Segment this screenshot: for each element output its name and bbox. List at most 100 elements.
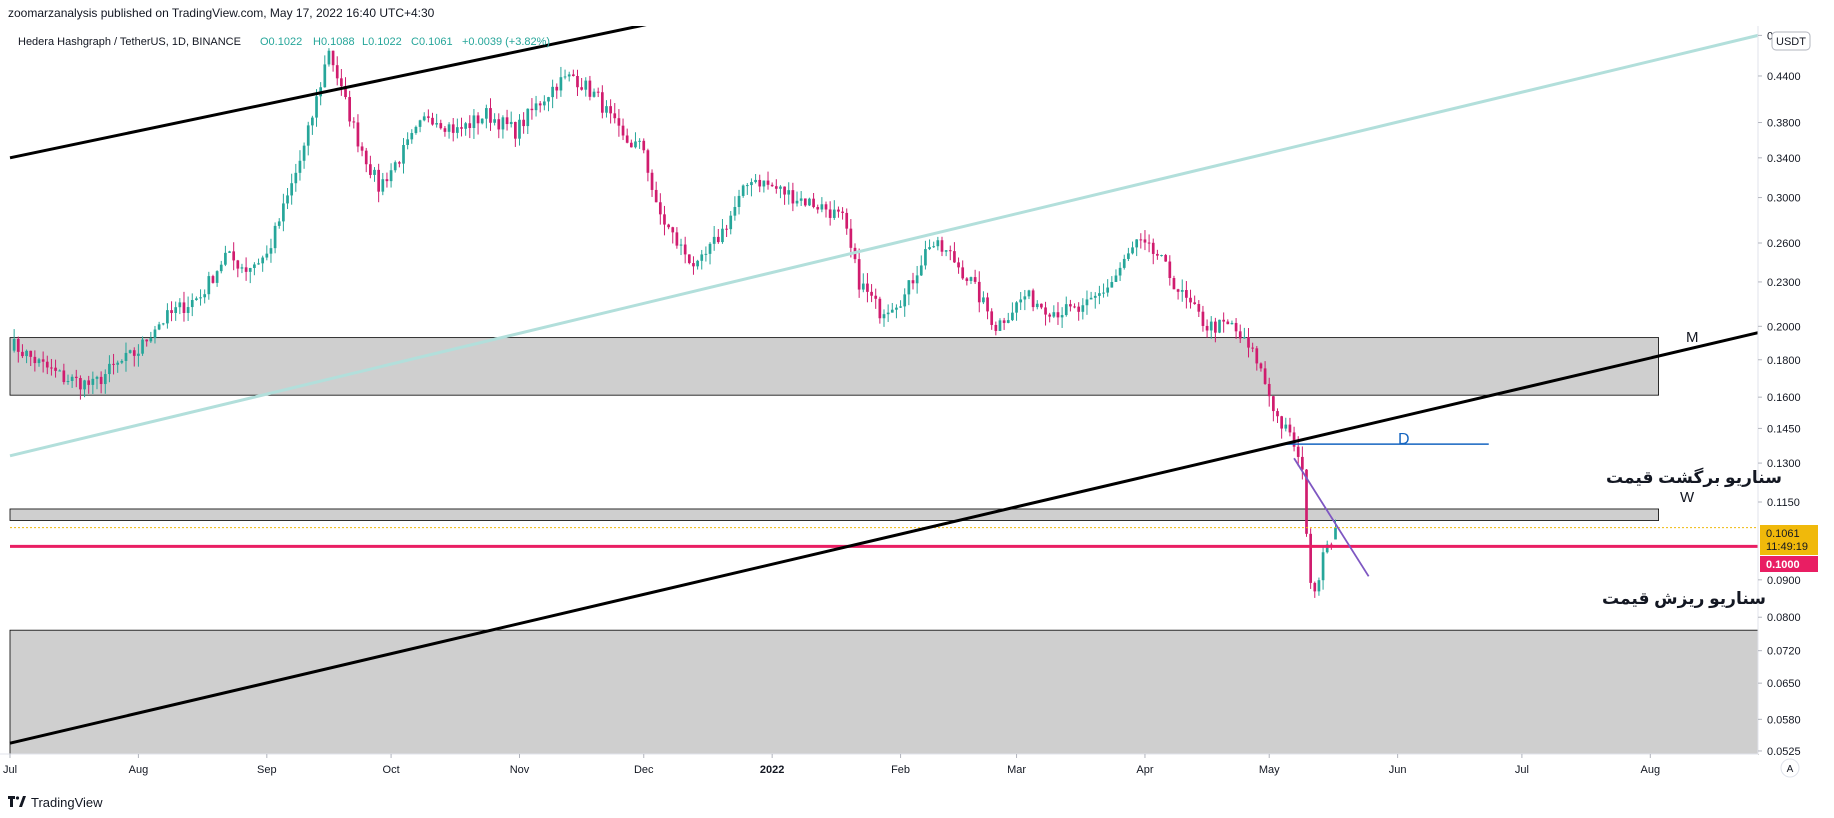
candle-body — [149, 338, 153, 342]
candle-body — [112, 363, 115, 365]
currency-badge[interactable]: USDT — [1771, 31, 1811, 51]
candle-body — [721, 228, 724, 243]
candle-body — [1002, 320, 1006, 323]
candle-body — [509, 121, 513, 125]
candle-body — [915, 275, 919, 284]
candle-body — [232, 251, 236, 261]
candle-body — [1031, 290, 1035, 308]
candle-body — [1276, 411, 1279, 417]
candle-body — [1205, 325, 1209, 331]
candle-body — [240, 267, 244, 269]
price-tick-label: 0.1800 — [1767, 355, 1801, 367]
candle-body — [1197, 304, 1201, 312]
candle-body — [567, 74, 571, 77]
candle-body — [571, 74, 575, 77]
price-tag-current: 0.1061 11:49:19 — [1760, 525, 1818, 555]
candle-body — [1006, 320, 1010, 323]
candle-body — [547, 97, 550, 102]
time-tick-label: Apr — [1136, 764, 1153, 776]
candle-body — [128, 350, 132, 353]
candle-body — [1263, 368, 1267, 384]
time-tick-label: May — [1259, 764, 1280, 776]
price-tag-level: 0.1000 — [1760, 556, 1818, 572]
candle-body — [878, 298, 882, 319]
candle-body — [990, 311, 994, 325]
candle-body — [559, 77, 563, 91]
zone-label-m: M — [1686, 329, 1699, 346]
candle-body — [729, 215, 733, 230]
candle-body — [427, 116, 430, 118]
candle-body — [1135, 239, 1139, 248]
candle-body — [671, 227, 675, 233]
candle-body — [791, 190, 795, 204]
candle-body — [654, 189, 658, 203]
candle-body — [1011, 312, 1014, 321]
candle-body — [178, 302, 182, 308]
candle-body — [21, 351, 24, 357]
candle-body — [907, 280, 911, 295]
candle-body — [1218, 319, 1221, 333]
candle-body — [369, 164, 372, 175]
candle-body — [54, 367, 57, 371]
time-tick-label: Jul — [3, 764, 17, 776]
candle-body — [924, 249, 927, 266]
trend-line-black-2 — [9, 331, 1759, 745]
candle-body — [253, 264, 256, 268]
time-axis[interactable]: Jul Aug Sep Oct Nov Dec 2022 Feb Mar Apr May Jun Jul… — [3, 754, 1660, 776]
candle-body — [228, 251, 231, 253]
candle-body — [625, 135, 629, 143]
candle-body — [302, 145, 306, 161]
candle-body — [70, 376, 74, 381]
candle-body — [1127, 253, 1130, 259]
candle-body — [1110, 281, 1114, 288]
price-tick-label: 0.2300 — [1767, 277, 1801, 289]
candle-body — [1048, 314, 1052, 317]
candle-body — [451, 124, 455, 133]
legend-open: O0.1022 — [260, 36, 302, 48]
candle-body — [584, 80, 588, 90]
candle-body — [841, 211, 844, 213]
candle-body — [621, 125, 625, 136]
candle-body — [634, 141, 637, 148]
candle-body — [828, 209, 832, 218]
candle-body — [1027, 290, 1031, 297]
price-tick-label: 0.1150 — [1767, 497, 1800, 509]
candle-body — [857, 259, 861, 290]
time-tick-label: Feb — [891, 764, 910, 776]
candle-body — [758, 179, 762, 187]
candle-body — [861, 283, 865, 290]
candle-body — [132, 350, 136, 356]
candle-body — [886, 312, 890, 315]
candle-body — [1023, 296, 1027, 300]
candle-body — [224, 252, 227, 265]
candle-body — [1288, 424, 1292, 433]
candle-body — [617, 118, 621, 126]
candle-body — [41, 359, 45, 362]
price-tick-label: 0.0525 — [1767, 746, 1801, 758]
candle-body — [33, 356, 37, 364]
candle-body — [638, 140, 641, 142]
candle-body — [174, 307, 178, 314]
candle-body — [530, 108, 534, 111]
candle-body — [389, 170, 393, 182]
legend-low: L0.1022 — [362, 36, 402, 48]
candle-body — [29, 350, 33, 357]
footer-brand[interactable]: TradingView — [31, 795, 103, 810]
candle-body — [1305, 469, 1308, 534]
candle-body — [186, 307, 190, 313]
time-tick-label: 2022 — [760, 764, 784, 776]
chart-container[interactable]: 0.50000.44000.38000.34000.30000.26000.23… — [0, 3, 1834, 786]
candle-body — [1180, 290, 1184, 292]
price-tick-label: 0.2000 — [1767, 321, 1801, 333]
candle-body — [120, 360, 124, 363]
candle-body — [1151, 242, 1155, 254]
candle-body — [605, 106, 608, 113]
candle-body — [439, 123, 443, 129]
price-axis[interactable]: 0.50000.44000.38000.34000.30000.26000.23… — [1758, 30, 1801, 758]
auto-scale-button[interactable]: A — [1780, 758, 1800, 778]
candle-body — [1118, 267, 1122, 276]
price-chart[interactable]: 0.50000.44000.38000.34000.30000.26000.23… — [0, 3, 1834, 786]
candle-body — [327, 50, 331, 65]
candle-body — [493, 119, 496, 123]
candle-countdown: 11:49:19 — [1766, 541, 1808, 553]
